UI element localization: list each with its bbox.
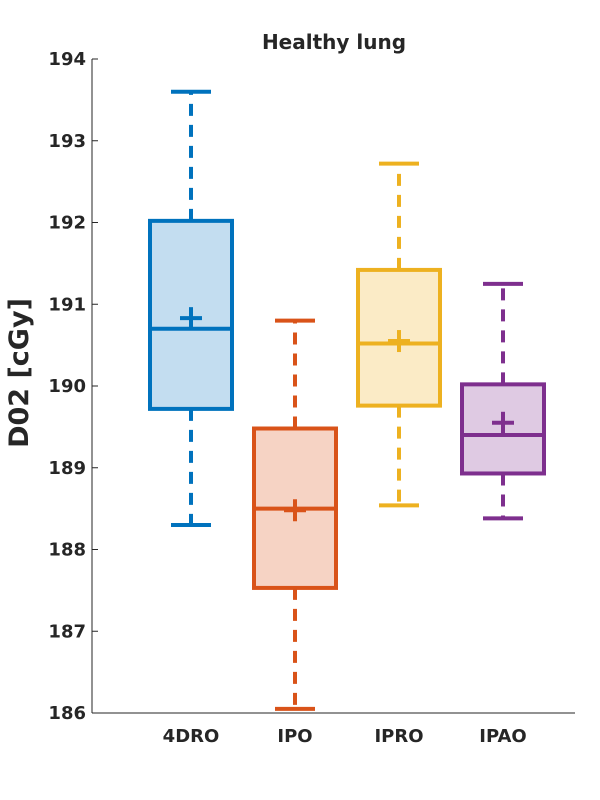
x-tick-label: 4DRO <box>163 726 220 747</box>
x-tick-label: IPAO <box>479 726 526 747</box>
boxes <box>148 89 546 711</box>
y-axis: 186 187 188 189 190 191 192 193 194 <box>48 49 98 724</box>
y-tick-label: 193 <box>48 131 86 152</box>
y-tick-label: 187 <box>48 621 86 642</box>
x-tick-label: IPO <box>277 726 312 747</box>
chart-title: Healthy lung <box>262 30 406 54</box>
box-ipo <box>252 318 338 711</box>
box-ipao <box>460 281 546 521</box>
box-4dro <box>148 89 234 527</box>
y-tick-label: 194 <box>48 49 86 70</box>
x-axis: 4DRO IPO IPRO IPAO <box>92 712 575 747</box>
y-tick-label: 186 <box>48 703 86 724</box>
y-tick-label: 192 <box>48 213 86 234</box>
y-tick-label: 191 <box>48 294 86 315</box>
y-tick-label: 190 <box>48 376 86 397</box>
x-tick-label: IPRO <box>374 726 423 747</box>
box-ipro <box>356 161 442 508</box>
y-tick-label: 188 <box>48 540 86 561</box>
y-tick-label: 189 <box>48 458 86 479</box>
y-axis-label: D02 [cGy] <box>4 298 35 448</box>
